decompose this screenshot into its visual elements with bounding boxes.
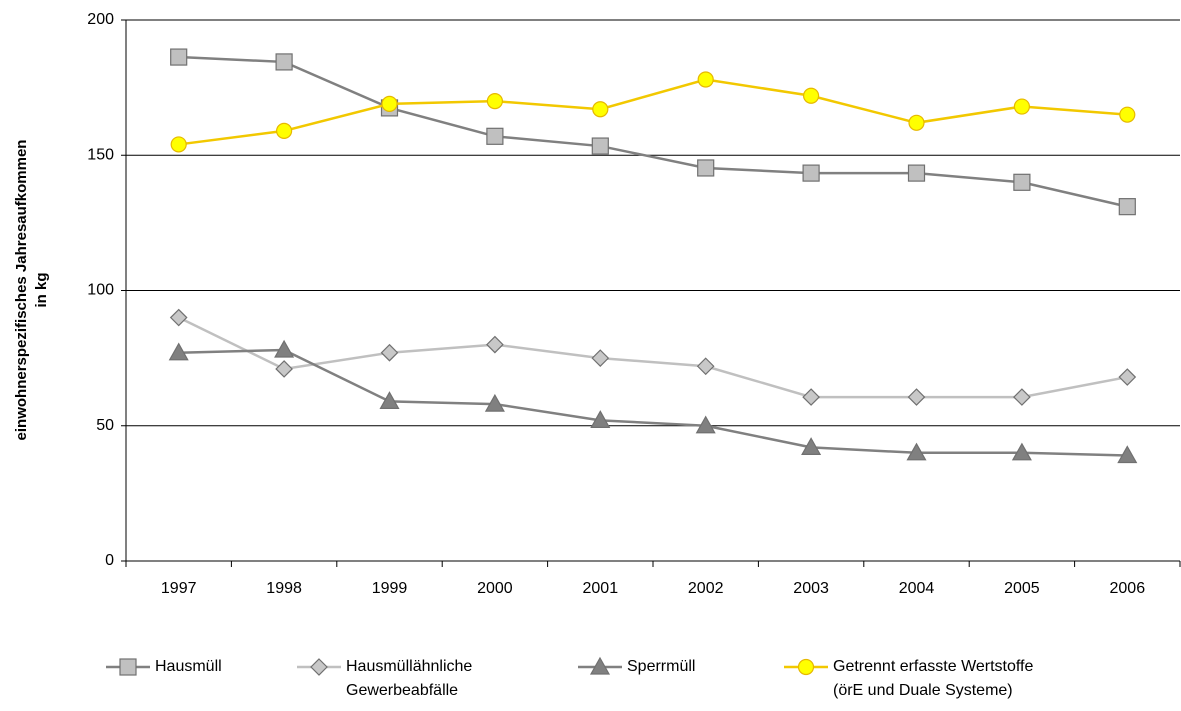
x-tick-label: 2005 xyxy=(1004,580,1040,597)
marker xyxy=(797,658,815,676)
legend-item: Hausmüllähnliche Gewerbeabfälle xyxy=(297,658,472,699)
y-tick-label: 100 xyxy=(87,282,114,299)
x-tick-label: 1999 xyxy=(372,580,408,597)
x-tick-label: 2006 xyxy=(1110,580,1146,597)
marker xyxy=(802,388,820,406)
x-tick-label: 2003 xyxy=(793,580,829,597)
marker xyxy=(696,357,715,376)
series xyxy=(168,339,1138,464)
marker xyxy=(591,137,609,155)
marker xyxy=(801,437,822,455)
marker xyxy=(1119,106,1136,123)
x-tick-label: 2000 xyxy=(477,580,513,597)
marker xyxy=(1117,445,1138,464)
y-tick-label: 150 xyxy=(87,146,114,163)
legend-label: Hausmüllähnliche Gewerbeabfälle xyxy=(346,658,472,699)
marker xyxy=(310,658,328,676)
marker xyxy=(695,415,716,434)
marker xyxy=(168,342,189,361)
marker xyxy=(274,339,295,358)
marker xyxy=(1013,173,1031,191)
marker xyxy=(380,343,399,362)
series xyxy=(170,48,1136,216)
marker xyxy=(486,127,504,145)
legend-item: Hausmüll xyxy=(106,658,222,676)
marker xyxy=(1011,442,1032,461)
marker xyxy=(486,335,504,354)
marker xyxy=(379,391,400,410)
x-tick-label: 2001 xyxy=(583,580,619,597)
x-tick-label: 2004 xyxy=(899,580,935,597)
marker xyxy=(802,87,820,104)
legend-label: Sperrmüll xyxy=(627,658,695,675)
marker xyxy=(276,122,293,140)
y-axis-title-line: in kg xyxy=(33,272,50,307)
y-tick-label: 200 xyxy=(87,11,114,28)
legend-label: Hausmüll xyxy=(155,658,222,675)
marker xyxy=(592,101,609,118)
marker xyxy=(275,53,293,71)
legend-label: Getrennt erfasste Wertstoffe (örE und Dua… xyxy=(833,658,1033,699)
marker xyxy=(169,308,188,327)
y-axis-title: einwohnerspezifisches Jahresaufkommen in… xyxy=(13,140,50,441)
marker xyxy=(1013,388,1031,406)
y-tick-label: 50 xyxy=(96,417,114,434)
series xyxy=(170,71,1136,153)
marker xyxy=(908,114,925,131)
series-line xyxy=(178,78,1128,146)
y-tick-label: 0 xyxy=(105,552,114,569)
marker xyxy=(119,658,137,676)
marker xyxy=(906,442,927,461)
series-line xyxy=(178,55,1128,208)
x-tick-label: 1997 xyxy=(161,580,197,597)
marker xyxy=(907,388,926,406)
marker xyxy=(170,136,187,153)
marker xyxy=(1013,98,1031,115)
marker xyxy=(802,164,820,182)
series-line xyxy=(178,348,1128,457)
legend-item: Getrennt erfasste Wertstoffe (örE und Dua… xyxy=(784,658,1033,699)
marker xyxy=(590,410,611,428)
marker xyxy=(484,393,505,412)
marker xyxy=(697,159,715,177)
legend-item: Sperrmüll xyxy=(578,656,695,675)
marker xyxy=(907,164,926,182)
marker xyxy=(697,71,714,88)
y-axis-title-line: einwohnerspezifisches Jahresaufkommen xyxy=(13,140,30,441)
marker xyxy=(381,95,398,112)
marker xyxy=(275,360,293,378)
x-tick-label: 1998 xyxy=(266,580,302,597)
series-line xyxy=(178,316,1128,399)
marker xyxy=(170,48,188,66)
marker xyxy=(1118,198,1136,216)
series xyxy=(169,308,1137,406)
marker xyxy=(591,349,610,367)
x-tick-label: 2002 xyxy=(688,580,724,597)
marker xyxy=(1118,368,1137,386)
marker xyxy=(486,93,503,110)
marker xyxy=(589,656,611,675)
